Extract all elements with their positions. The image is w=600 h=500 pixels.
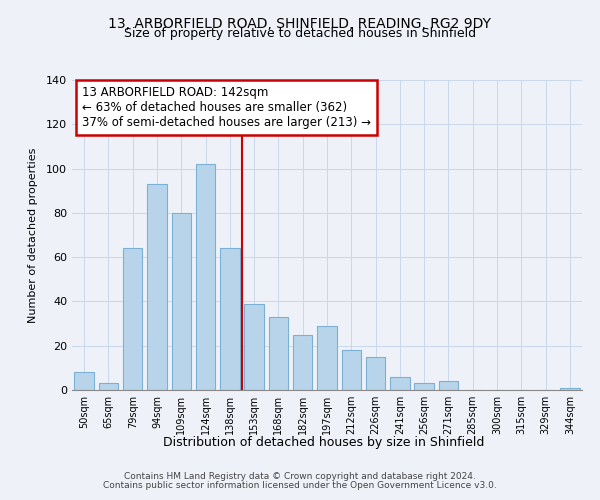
Text: 13, ARBORFIELD ROAD, SHINFIELD, READING, RG2 9DY: 13, ARBORFIELD ROAD, SHINFIELD, READING,…: [109, 18, 491, 32]
Y-axis label: Number of detached properties: Number of detached properties: [28, 148, 38, 322]
Bar: [390, 376, 410, 390]
Bar: [317, 326, 337, 390]
Text: Contains public sector information licensed under the Open Government Licence v3: Contains public sector information licen…: [103, 481, 497, 490]
Bar: [244, 304, 264, 390]
Bar: [293, 334, 313, 390]
Bar: [123, 248, 142, 390]
Bar: [269, 317, 288, 390]
Bar: [220, 248, 239, 390]
Text: Distribution of detached houses by size in Shinfield: Distribution of detached houses by size …: [163, 436, 485, 449]
Bar: [439, 381, 458, 390]
Text: Size of property relative to detached houses in Shinfield: Size of property relative to detached ho…: [124, 28, 476, 40]
Bar: [366, 357, 385, 390]
Bar: [172, 213, 191, 390]
Bar: [560, 388, 580, 390]
Bar: [196, 164, 215, 390]
Bar: [99, 384, 118, 390]
Bar: [341, 350, 361, 390]
Bar: [74, 372, 94, 390]
Text: Contains HM Land Registry data © Crown copyright and database right 2024.: Contains HM Land Registry data © Crown c…: [124, 472, 476, 481]
Bar: [147, 184, 167, 390]
Bar: [415, 384, 434, 390]
Text: 13 ARBORFIELD ROAD: 142sqm
← 63% of detached houses are smaller (362)
37% of sem: 13 ARBORFIELD ROAD: 142sqm ← 63% of deta…: [82, 86, 371, 129]
